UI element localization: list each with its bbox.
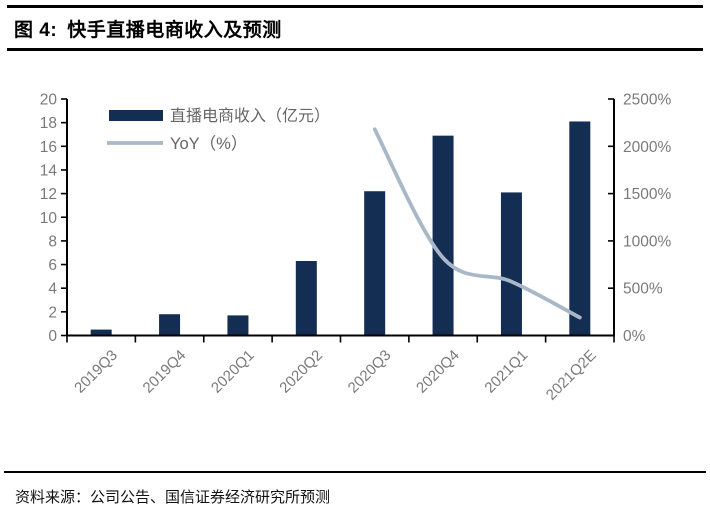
right-axis-label: 2500% <box>623 92 671 109</box>
left-axis-label: 14 <box>40 162 58 179</box>
bar-2021Q2E <box>569 121 591 336</box>
legend-bar-swatch <box>109 110 163 121</box>
x-axis-label-2019Q4: 2019Q4 <box>140 347 190 397</box>
left-axis-label: 2 <box>48 304 57 321</box>
x-axis-label-2021Q2E: 2021Q2E <box>543 347 600 404</box>
top-rule <box>7 5 703 8</box>
left-axis-label: 16 <box>40 139 57 156</box>
x-axis-label-2021Q1: 2021Q1 <box>481 347 531 397</box>
bar-2019Q4 <box>159 314 181 336</box>
bar-2020Q1 <box>227 315 249 336</box>
left-axis-label: 10 <box>40 210 58 227</box>
left-axis-label: 18 <box>40 115 57 132</box>
bar-2020Q4 <box>432 135 454 336</box>
right-axis-label: 0% <box>623 328 646 345</box>
left-axis-label: 0 <box>48 328 57 345</box>
figure-number-label: 图 4: <box>14 20 58 41</box>
right-axis-label: 500% <box>623 281 663 298</box>
right-axis-label: 1500% <box>623 186 671 203</box>
plot-region: 0 2 4 6 8 10 12 14 16 18 20 0% 500% 1000% 1500% 2000% 25… <box>40 92 672 404</box>
left-axis-label: 20 <box>40 92 58 109</box>
x-axis-label-2020Q3: 2020Q3 <box>345 347 395 397</box>
chart-area: 直播电商收入（亿元） YoY（%） 0 2 4 6 8 10 12 14 16 18 20 0% 500… <box>0 60 710 460</box>
footer-rule <box>4 471 706 473</box>
right-axis-label: 2000% <box>623 139 671 156</box>
bar-2019Q3 <box>90 329 112 336</box>
header-rule <box>7 48 703 51</box>
source-note: 资料来源：公司公告、国信证券经济研究所预测 <box>15 489 331 506</box>
legend-line-label: YoY（%） <box>170 134 247 153</box>
left-axis-label: 6 <box>48 257 57 274</box>
bar-2020Q2 <box>295 261 317 336</box>
chart-canvas: 直播电商收入（亿元） YoY（%） 0 2 4 6 8 10 12 14 16 18 20 0% 500… <box>40 92 672 404</box>
left-axis-label: 4 <box>48 281 57 298</box>
bar-2021Q1 <box>500 192 522 336</box>
right-axis-label: 1000% <box>623 233 671 250</box>
x-axis-label-2020Q1: 2020Q1 <box>208 347 258 397</box>
yoy-line <box>372 127 582 320</box>
x-axis-label-2020Q4: 2020Q4 <box>413 347 463 397</box>
legend-bar-label: 直播电商收入（亿元） <box>170 107 330 125</box>
figure-title: 图 4: 快手直播电商收入及预测 <box>14 15 282 42</box>
bar-2020Q3 <box>364 191 386 336</box>
figure-title-text: 快手直播电商收入及预测 <box>67 20 282 41</box>
x-axis-label-2019Q3: 2019Q3 <box>71 347 121 397</box>
left-axis-label: 12 <box>40 186 57 203</box>
left-axis-label: 8 <box>48 233 57 250</box>
x-axis-label-2020Q2: 2020Q2 <box>276 347 326 397</box>
